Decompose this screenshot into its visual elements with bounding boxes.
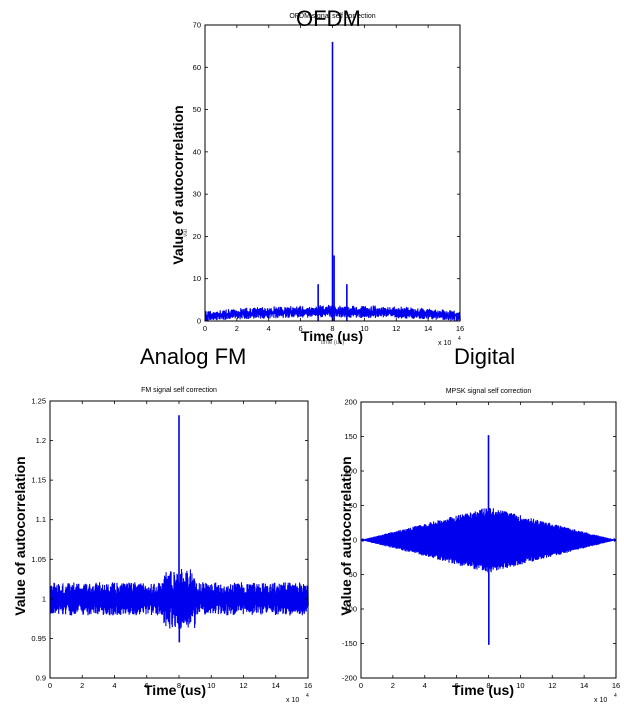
ofdm-y-tick-label: 30: [193, 190, 201, 199]
mpsk-y-tick-label: 0: [353, 536, 357, 545]
mpsk-x-tick-label: 14: [580, 681, 588, 690]
fm-x-tick-label: 14: [272, 681, 280, 690]
mpsk-x-multiplier-exponent: 4: [614, 693, 617, 699]
ofdm-x-tick-label: 6: [299, 324, 303, 333]
mpsk-chart: MPSK signal self correction 0 2 4 6 8 10 12 14 16…: [342, 388, 620, 704]
mpsk-y-tick-label: 50: [349, 501, 357, 510]
mpsk-x-tick-label: 12: [548, 681, 556, 690]
ofdm-y-tick-label: 0: [197, 317, 201, 326]
mpsk-x-tick-label: 10: [516, 681, 524, 690]
ofdm-x-multiplier: x 10: [438, 340, 451, 347]
fm-x-axis-label: Time (us): [144, 682, 206, 698]
ofdm-x-tick-label: 16: [456, 324, 464, 333]
ofdm-x-tick-label: 2: [235, 324, 239, 333]
fm-y-tick-label: 0.95: [31, 634, 46, 643]
ofdm-chart-panel: OFDM signal self correction 0 2 4 6 8 10 12 14 16…: [170, 13, 464, 347]
ofdm-x-multiplier-exponent: 4: [458, 336, 461, 342]
fm-x-multiplier: x 10: [286, 697, 299, 704]
ofdm-x-tick-label: 0: [203, 324, 207, 333]
fm-x-tick-label: 8: [177, 681, 181, 690]
fm-y-tick-label: 1.25: [31, 397, 46, 406]
fm-x-multiplier-exponent: 4: [306, 693, 309, 699]
fm-y-tick-label: 0.9: [36, 674, 46, 683]
mpsk-x-tick-label: 4: [423, 681, 427, 690]
ofdm-y-tick-label: 50: [193, 105, 201, 114]
fm-y-tick-label: 1.2: [36, 436, 46, 445]
fm-x-tick-label: 12: [239, 681, 247, 690]
ofdm-x-axis-label: Time (us): [301, 328, 363, 344]
fm-y-axis-label: Value of autocorrelation: [12, 456, 28, 616]
analog-fm-figure-label: Analog FM: [140, 344, 247, 369]
mpsk-chart-panel: MPSK signal self correction 0 2 4 6 8 10 12 14 16…: [312, 360, 624, 708]
mpsk-y-tick-label: -50: [346, 570, 357, 579]
mpsk-y-axis-label: Value of autocorrelation: [338, 456, 354, 616]
fm-y-tick-label: 1.15: [31, 476, 46, 485]
fm-x-tick-label: 2: [80, 681, 84, 690]
ofdm-y-tick-label: 10: [193, 274, 201, 283]
ofdm-x-tick-label: 4: [267, 324, 271, 333]
fm-x-tick-label: 0: [48, 681, 52, 690]
fm-x-tick-label: 4: [112, 681, 116, 690]
ofdm-y-axis-label: Value of autocorrelation: [170, 105, 186, 265]
mpsk-y-tick-label: -200: [342, 674, 357, 683]
ofdm-chart-title: OFDM signal self correction: [289, 13, 375, 20]
fm-y-tick-label: 1.1: [36, 515, 46, 524]
mpsk-x-tick-label: 2: [391, 681, 395, 690]
fm-y-tick-label: 1: [42, 594, 46, 603]
mpsk-y-tick-label: 150: [344, 432, 357, 441]
mpsk-x-multiplier: x 10: [594, 697, 607, 704]
fm-chart-title: FM signal self correction: [141, 387, 217, 394]
ofdm-x-tick-label: 8: [330, 324, 334, 333]
ofdm-chart: OFDM signal self correction 0 2 4 6 8 10 12 14 16…: [183, 13, 464, 347]
fm-y-tick-label: 1.05: [31, 555, 46, 564]
ofdm-y-tick-label: 70: [193, 21, 201, 30]
mpsk-y-tick-label: 100: [344, 467, 357, 476]
mpsk-y-tick-label: -100: [342, 605, 357, 614]
ofdm-underlay-x-label: time (us): [321, 340, 344, 346]
mpsk-x-tick-label: 16: [612, 681, 620, 690]
ofdm-x-tick-label: 14: [424, 324, 432, 333]
mpsk-y-tick-label: 200: [344, 398, 357, 407]
mpsk-x-axis-label: Time (us): [452, 682, 514, 698]
ofdm-x-tick-label: 12: [392, 324, 400, 333]
ofdm-y-tick-label: 60: [193, 63, 201, 72]
fm-x-tick-label: 6: [145, 681, 149, 690]
mpsk-x-tick-label: 0: [359, 681, 363, 690]
mpsk-y-tick-label: -150: [342, 639, 357, 648]
mpsk-x-tick-label: 6: [455, 681, 459, 690]
digital-figure-label: Digital: [454, 344, 516, 369]
fm-chart-panel: FM signal self correction 0 2 4 6 8 10 12 14 16 0.…: [0, 360, 320, 708]
ofdm-figure-label: OFDM: [296, 6, 361, 31]
ofdm-y-tick-label: 40: [193, 147, 201, 156]
fm-x-tick-label: 10: [207, 681, 215, 690]
mpsk-chart-title: MPSK signal self correction: [446, 388, 532, 395]
ofdm-y-tick-label: 20: [193, 232, 201, 241]
ofdm-x-tick-label: 10: [360, 324, 368, 333]
fm-x-tick-label: 16: [304, 681, 312, 690]
mpsk-x-tick-label: 8: [486, 681, 490, 690]
ofdm-underlay-y-label: val: [183, 229, 189, 237]
